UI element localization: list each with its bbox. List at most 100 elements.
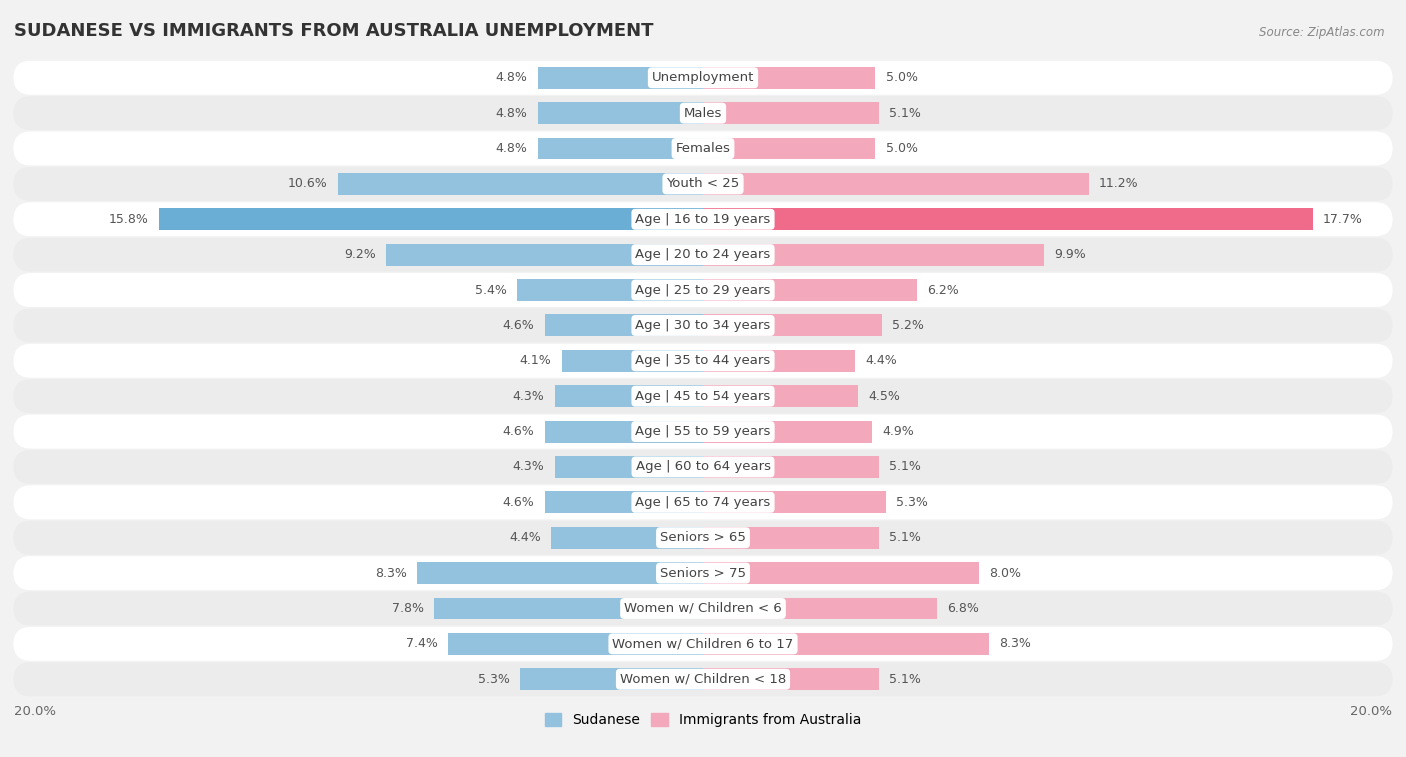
Text: Females: Females: [675, 142, 731, 155]
Text: 5.1%: 5.1%: [889, 107, 921, 120]
Text: Youth < 25: Youth < 25: [666, 177, 740, 191]
Text: 4.9%: 4.9%: [882, 425, 914, 438]
Text: Age | 65 to 74 years: Age | 65 to 74 years: [636, 496, 770, 509]
Text: 15.8%: 15.8%: [108, 213, 149, 226]
Text: Unemployment: Unemployment: [652, 71, 754, 84]
Bar: [703, 314, 882, 336]
Text: 20.0%: 20.0%: [1350, 705, 1392, 718]
Bar: [703, 385, 858, 407]
Bar: [703, 102, 879, 124]
FancyBboxPatch shape: [14, 308, 1392, 342]
Bar: [387, 244, 703, 266]
Text: 7.8%: 7.8%: [392, 602, 425, 615]
Text: 4.6%: 4.6%: [502, 319, 534, 332]
FancyBboxPatch shape: [14, 344, 1392, 378]
FancyBboxPatch shape: [14, 415, 1392, 449]
FancyBboxPatch shape: [14, 273, 1392, 307]
Bar: [703, 633, 988, 655]
Text: 11.2%: 11.2%: [1099, 177, 1139, 191]
Text: Source: ZipAtlas.com: Source: ZipAtlas.com: [1260, 26, 1385, 39]
Text: 5.0%: 5.0%: [886, 71, 918, 84]
Bar: [544, 421, 703, 443]
Text: 4.8%: 4.8%: [495, 142, 527, 155]
Bar: [537, 138, 703, 160]
Text: Age | 20 to 24 years: Age | 20 to 24 years: [636, 248, 770, 261]
Bar: [449, 633, 703, 655]
Text: 4.4%: 4.4%: [865, 354, 897, 367]
Text: 5.1%: 5.1%: [889, 460, 921, 473]
FancyBboxPatch shape: [14, 96, 1392, 130]
Text: 4.8%: 4.8%: [495, 107, 527, 120]
Bar: [703, 138, 875, 160]
Text: 4.4%: 4.4%: [509, 531, 541, 544]
FancyBboxPatch shape: [14, 556, 1392, 590]
Text: 5.1%: 5.1%: [889, 531, 921, 544]
Bar: [703, 562, 979, 584]
Text: 8.3%: 8.3%: [1000, 637, 1031, 650]
Text: 6.2%: 6.2%: [927, 284, 959, 297]
Bar: [703, 244, 1045, 266]
Bar: [418, 562, 703, 584]
FancyBboxPatch shape: [14, 450, 1392, 484]
Bar: [434, 597, 703, 619]
Text: 4.5%: 4.5%: [869, 390, 900, 403]
Bar: [159, 208, 703, 230]
Text: 4.6%: 4.6%: [502, 496, 534, 509]
Bar: [551, 527, 703, 549]
Bar: [544, 491, 703, 513]
Text: 5.0%: 5.0%: [886, 142, 918, 155]
FancyBboxPatch shape: [14, 485, 1392, 519]
Text: 8.3%: 8.3%: [375, 566, 406, 580]
FancyBboxPatch shape: [14, 61, 1392, 95]
Text: Age | 45 to 54 years: Age | 45 to 54 years: [636, 390, 770, 403]
Bar: [555, 456, 703, 478]
Text: 5.1%: 5.1%: [889, 673, 921, 686]
Text: 20.0%: 20.0%: [14, 705, 56, 718]
Bar: [703, 208, 1313, 230]
Bar: [703, 491, 886, 513]
Bar: [544, 314, 703, 336]
Bar: [537, 102, 703, 124]
FancyBboxPatch shape: [14, 167, 1392, 201]
Legend: Sudanese, Immigrants from Australia: Sudanese, Immigrants from Australia: [538, 708, 868, 733]
Bar: [703, 668, 879, 690]
Text: Age | 60 to 64 years: Age | 60 to 64 years: [636, 460, 770, 473]
Text: 17.7%: 17.7%: [1323, 213, 1362, 226]
Bar: [703, 597, 938, 619]
Text: 6.8%: 6.8%: [948, 602, 980, 615]
Bar: [703, 527, 879, 549]
FancyBboxPatch shape: [14, 202, 1392, 236]
FancyBboxPatch shape: [14, 379, 1392, 413]
Bar: [517, 279, 703, 301]
Text: 9.2%: 9.2%: [344, 248, 375, 261]
FancyBboxPatch shape: [14, 627, 1392, 661]
Text: 4.3%: 4.3%: [513, 460, 544, 473]
Text: SUDANESE VS IMMIGRANTS FROM AUSTRALIA UNEMPLOYMENT: SUDANESE VS IMMIGRANTS FROM AUSTRALIA UN…: [14, 22, 654, 40]
Text: 5.3%: 5.3%: [478, 673, 510, 686]
FancyBboxPatch shape: [14, 238, 1392, 272]
Bar: [337, 173, 703, 195]
Text: 5.2%: 5.2%: [893, 319, 924, 332]
Text: Women w/ Children 6 to 17: Women w/ Children 6 to 17: [613, 637, 793, 650]
Bar: [703, 456, 879, 478]
FancyBboxPatch shape: [14, 591, 1392, 625]
Text: Age | 25 to 29 years: Age | 25 to 29 years: [636, 284, 770, 297]
Bar: [703, 421, 872, 443]
Bar: [703, 279, 917, 301]
Bar: [555, 385, 703, 407]
Text: 5.3%: 5.3%: [896, 496, 928, 509]
Text: Age | 30 to 34 years: Age | 30 to 34 years: [636, 319, 770, 332]
Text: Age | 55 to 59 years: Age | 55 to 59 years: [636, 425, 770, 438]
Text: 9.9%: 9.9%: [1054, 248, 1085, 261]
Text: Seniors > 65: Seniors > 65: [659, 531, 747, 544]
FancyBboxPatch shape: [14, 662, 1392, 696]
Text: 8.0%: 8.0%: [988, 566, 1021, 580]
Text: 4.1%: 4.1%: [520, 354, 551, 367]
Text: Age | 16 to 19 years: Age | 16 to 19 years: [636, 213, 770, 226]
FancyBboxPatch shape: [14, 132, 1392, 166]
Text: Age | 35 to 44 years: Age | 35 to 44 years: [636, 354, 770, 367]
Text: Males: Males: [683, 107, 723, 120]
Bar: [520, 668, 703, 690]
Text: 10.6%: 10.6%: [288, 177, 328, 191]
Text: Seniors > 75: Seniors > 75: [659, 566, 747, 580]
